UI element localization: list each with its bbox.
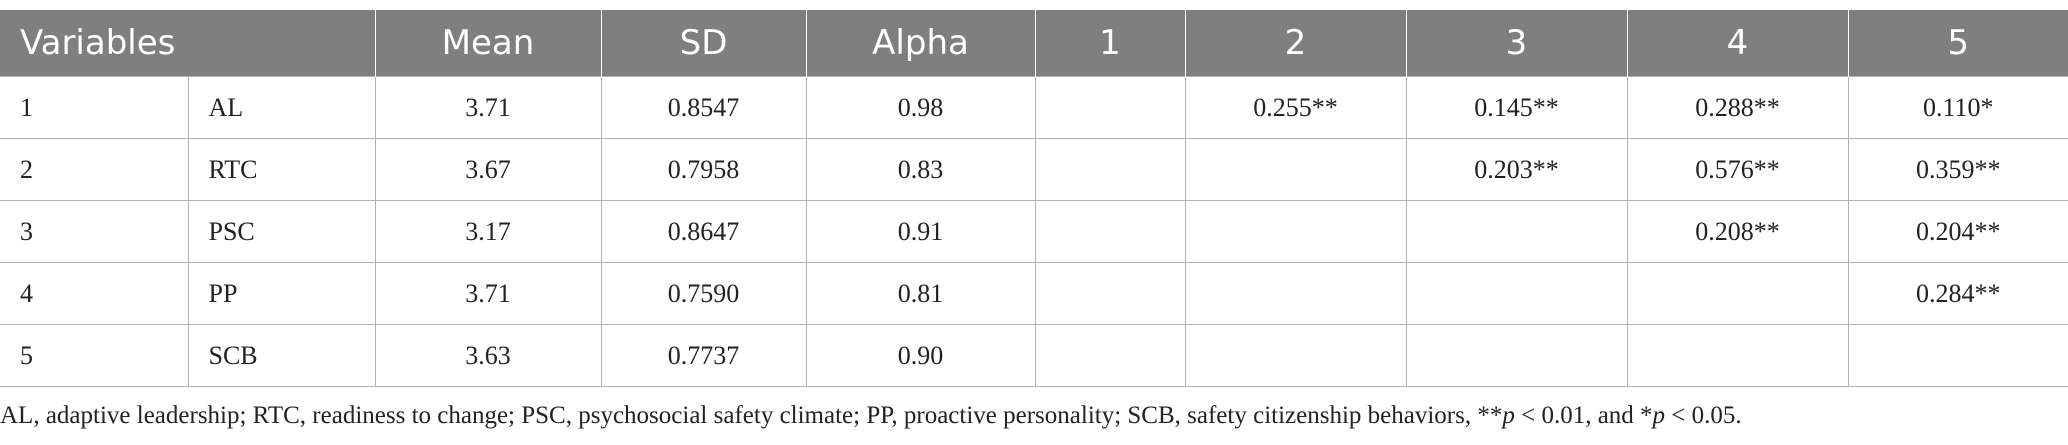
header-col-1: 1 xyxy=(1035,10,1186,77)
footnote-p-symbol: p xyxy=(1502,402,1515,429)
corr-cell-5: 0.284** xyxy=(1847,262,2068,325)
corr-cell-2 xyxy=(1184,324,1407,387)
variable-name: PSC xyxy=(187,200,376,263)
alpha-cell: 0.98 xyxy=(805,76,1036,139)
alpha-cell: 0.91 xyxy=(805,200,1036,263)
corr-cell-4 xyxy=(1626,262,1849,325)
sd-cell: 0.8647 xyxy=(600,200,807,263)
corr-cell-2 xyxy=(1184,138,1407,201)
corr-cell-1 xyxy=(1034,138,1186,201)
correlation-table: Variables Mean SD Alpha 1 2 3 4 5 1 AL 3… xyxy=(0,10,2068,387)
row-number: 5 xyxy=(0,324,189,387)
alpha-cell: 0.83 xyxy=(805,138,1036,201)
corr-cell-3: 0.145** xyxy=(1405,76,1628,139)
corr-cell-5: 0.110* xyxy=(1847,76,2068,139)
corr-cell-3 xyxy=(1405,200,1628,263)
header-row: Variables Mean SD Alpha 1 2 3 4 5 xyxy=(0,10,2068,77)
corr-cell-4: 0.208** xyxy=(1626,200,1849,263)
mean-cell: 3.63 xyxy=(374,324,602,387)
corr-cell-1 xyxy=(1034,76,1186,139)
variable-name: RTC xyxy=(187,138,376,201)
table-row: 3 PSC 3.17 0.8647 0.91 0.208** 0.204** xyxy=(0,200,2068,263)
corr-cell-3: 0.203** xyxy=(1405,138,1628,201)
corr-cell-2: 0.255** xyxy=(1184,76,1407,139)
footnote-p-symbol: p xyxy=(1652,402,1666,429)
mean-cell: 3.67 xyxy=(374,138,602,201)
header-col-4: 4 xyxy=(1627,10,1849,77)
row-number: 4 xyxy=(0,262,189,325)
footnote-mid: < 0.01, and * xyxy=(1514,402,1653,429)
sd-cell: 0.7590 xyxy=(600,262,807,325)
sd-cell: 0.8547 xyxy=(600,76,807,139)
table-row: 5 SCB 3.63 0.7737 0.90 xyxy=(0,324,2068,387)
corr-cell-5 xyxy=(1847,324,2068,387)
row-number: 1 xyxy=(0,76,189,139)
row-number: 2 xyxy=(0,138,189,201)
corr-cell-3 xyxy=(1405,324,1628,387)
alpha-cell: 0.90 xyxy=(805,324,1036,387)
corr-cell-4: 0.576** xyxy=(1626,138,1849,201)
mean-cell: 3.71 xyxy=(374,262,602,325)
header-col-3: 3 xyxy=(1406,10,1628,77)
header-col-5: 5 xyxy=(1848,10,2068,77)
variable-name: PP xyxy=(187,262,376,325)
table-row: 4 PP 3.71 0.7590 0.81 0.284** xyxy=(0,262,2068,325)
corr-cell-3 xyxy=(1405,262,1628,325)
corr-cell-4 xyxy=(1626,324,1849,387)
variable-name: SCB xyxy=(187,324,376,387)
header-mean: Mean xyxy=(375,10,602,77)
table-footnote: AL, adaptive leadership; RTC, readiness … xyxy=(0,402,2068,430)
header-col-2: 2 xyxy=(1185,10,1407,77)
corr-cell-1 xyxy=(1034,324,1186,387)
row-number: 3 xyxy=(0,200,189,263)
corr-cell-5: 0.359** xyxy=(1847,138,2068,201)
alpha-cell: 0.81 xyxy=(805,262,1036,325)
corr-cell-2 xyxy=(1184,262,1407,325)
footnote-suffix: < 0.05. xyxy=(1665,402,1742,429)
mean-cell: 3.17 xyxy=(374,200,602,263)
corr-cell-2 xyxy=(1184,200,1407,263)
header-alpha: Alpha xyxy=(806,10,1036,77)
sd-cell: 0.7737 xyxy=(600,324,807,387)
footnote-prefix: AL, adaptive leadership; RTC, readiness … xyxy=(0,402,1503,429)
corr-cell-1 xyxy=(1034,200,1186,263)
sd-cell: 0.7958 xyxy=(600,138,807,201)
corr-cell-1 xyxy=(1034,262,1186,325)
corr-cell-5: 0.204** xyxy=(1847,200,2068,263)
header-variables: Variables xyxy=(0,10,376,77)
header-sd: SD xyxy=(601,10,807,77)
mean-cell: 3.71 xyxy=(374,76,602,139)
table-row: 1 AL 3.71 0.8547 0.98 0.255** 0.145** 0.… xyxy=(0,76,2068,139)
corr-cell-4: 0.288** xyxy=(1626,76,1849,139)
table-row: 2 RTC 3.67 0.7958 0.83 0.203** 0.576** 0… xyxy=(0,138,2068,201)
variable-name: AL xyxy=(187,76,376,139)
correlation-table-container: Variables Mean SD Alpha 1 2 3 4 5 1 AL 3… xyxy=(0,10,2068,387)
